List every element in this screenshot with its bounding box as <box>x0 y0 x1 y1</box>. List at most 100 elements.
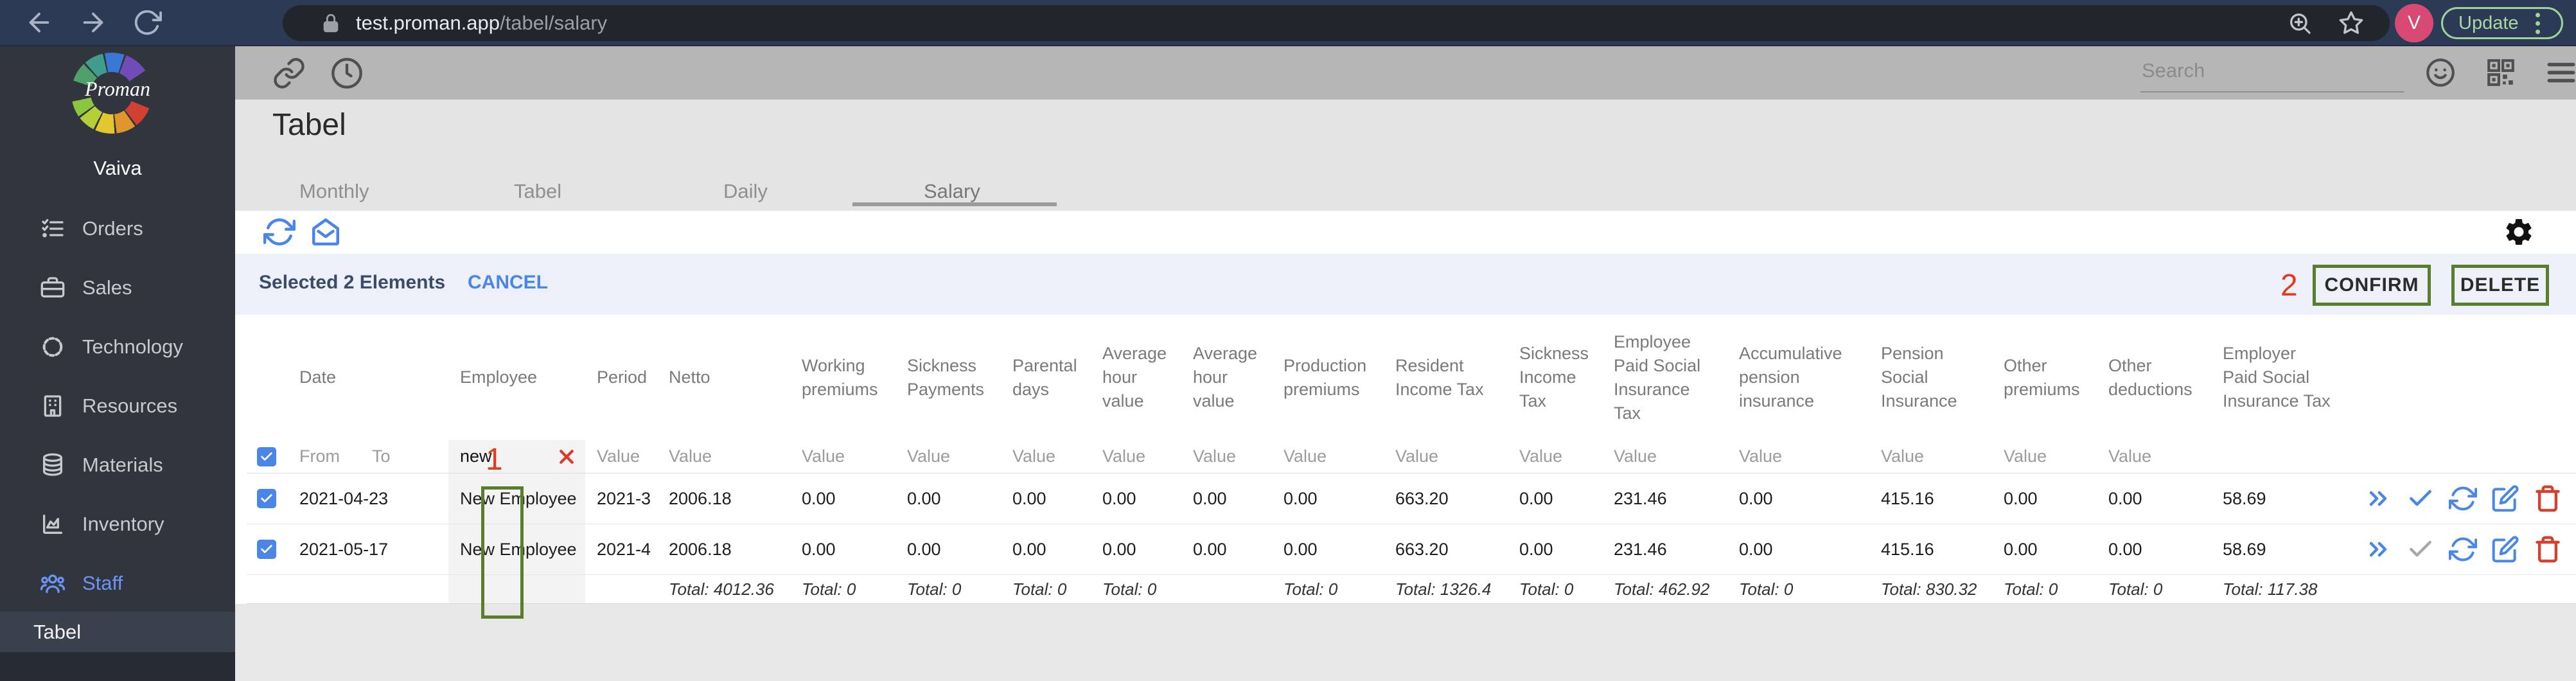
employee-filter-value[interactable]: new <box>460 447 492 466</box>
trash-icon[interactable] <box>2534 535 2562 563</box>
value-filter[interactable]: Value <box>1881 447 1925 466</box>
row-checkbox[interactable] <box>257 489 276 508</box>
sync-icon[interactable] <box>263 216 296 248</box>
value-filter[interactable]: Value <box>1012 447 1056 466</box>
col-header[interactable]: Employee Paid Social Insurance Tax <box>1614 332 1701 423</box>
value-filter[interactable]: Value <box>2004 447 2047 466</box>
address-bar[interactable]: test.proman.app/tabel/salary <box>283 5 2390 41</box>
edit-icon[interactable] <box>2491 484 2519 513</box>
col-header[interactable]: Accumulative pension insurance <box>1739 344 1842 411</box>
value-filter[interactable]: Value <box>1614 447 1657 466</box>
annotation-box-confirm: CONFIRM <box>2313 265 2431 306</box>
col-header[interactable]: Average hour value <box>1193 344 1258 411</box>
value-filter[interactable]: Value <box>1519 447 1563 466</box>
date-to-filter[interactable]: To <box>372 447 391 466</box>
col-header[interactable]: Other premiums <box>2004 355 2080 399</box>
sidebar-item-sales[interactable]: Sales <box>0 258 235 317</box>
value-filter[interactable]: Value <box>1739 447 1783 466</box>
cancel-button[interactable]: CANCEL <box>468 272 548 293</box>
col-header[interactable]: Production premiums <box>1284 355 1367 399</box>
tab-daily[interactable]: Daily <box>723 180 768 202</box>
cell-value: 58.69 <box>2223 539 2266 559</box>
filter-row: From To new Value Value Value Value Value… <box>247 440 2576 473</box>
tab-salary[interactable]: Salary <box>924 180 980 202</box>
row-checkbox[interactable] <box>257 540 276 559</box>
cell-value: 0.00 <box>802 539 836 559</box>
refresh-icon[interactable] <box>2449 484 2477 513</box>
select-all-checkbox[interactable] <box>257 447 276 466</box>
col-header[interactable]: Employer Paid Social Insurance Tax <box>2223 344 2331 411</box>
sidebar-item-staff[interactable]: Staff <box>0 554 235 613</box>
value-filter[interactable]: Value <box>669 447 712 466</box>
col-header[interactable]: Employee <box>460 367 538 387</box>
clock-icon[interactable] <box>330 57 364 90</box>
tab-monthly[interactable]: Monthly <box>299 180 369 202</box>
table-row[interactable]: 2021-04-23 New Employee 2021-3 2006.18 0… <box>247 473 2576 524</box>
sidebar-item-technology[interactable]: Technology <box>0 317 235 376</box>
sidebar-item-materials[interactable]: Materials <box>0 436 235 495</box>
database-icon <box>43 453 63 476</box>
col-header[interactable]: Sickness Payments <box>907 355 985 399</box>
date-from-filter[interactable]: From <box>299 447 340 466</box>
sidebar-subitem-tabel[interactable]: Tabel <box>0 612 235 652</box>
tab-tabel[interactable]: Tabel <box>514 180 562 202</box>
clear-filter-icon[interactable] <box>557 447 576 466</box>
col-header[interactable]: Resident Income Tax <box>1395 355 1484 399</box>
total-cell: Total: 0 <box>1739 579 1794 599</box>
cell-period: 2021-3 <box>597 488 651 508</box>
col-header[interactable]: Period <box>597 367 648 387</box>
check-icon[interactable] <box>2406 535 2435 563</box>
col-header[interactable]: Average hour value <box>1102 344 1167 411</box>
update-button[interactable]: Update <box>2441 7 2563 39</box>
table-row[interactable]: 2021-05-17 New Employee 2021-4 2006.18 0… <box>247 524 2576 575</box>
refresh-icon[interactable] <box>2449 535 2477 563</box>
search-input[interactable] <box>2140 54 2404 93</box>
chevrons-right-icon[interactable] <box>2364 535 2392 563</box>
link-icon[interactable] <box>272 57 306 90</box>
value-filter[interactable]: Value <box>1395 447 1439 466</box>
date-filter-cell[interactable]: From To <box>288 440 448 473</box>
value-filter[interactable]: Value <box>1284 447 1327 466</box>
period-filter[interactable]: Value <box>597 447 640 466</box>
chevrons-right-icon[interactable] <box>2364 484 2392 513</box>
sidebar-item-inventory[interactable]: Inventory <box>0 495 235 554</box>
avatar[interactable]: V <box>2395 4 2433 42</box>
gear-icon[interactable] <box>2503 216 2535 248</box>
value-filter[interactable]: Value <box>1193 447 1237 466</box>
value-filter[interactable]: Value <box>1102 447 1146 466</box>
smiley-icon[interactable] <box>2424 57 2457 89</box>
search-field[interactable] <box>2140 54 2404 93</box>
forward-icon[interactable] <box>78 8 108 37</box>
col-header[interactable]: Pension Social Insurance <box>1881 344 1957 411</box>
col-header[interactable]: Sickness Income Tax <box>1519 344 1589 411</box>
col-header[interactable]: Date <box>299 367 337 387</box>
edit-icon[interactable] <box>2491 535 2519 563</box>
trash-icon[interactable] <box>2534 484 2562 513</box>
zoom-in-icon[interactable] <box>2287 10 2313 36</box>
col-header[interactable]: Working premiums <box>802 355 878 399</box>
delete-button[interactable]: DELETE <box>2460 274 2541 296</box>
confirm-button[interactable]: CONFIRM <box>2324 274 2419 296</box>
table-actions-strip <box>235 211 2576 254</box>
value-filter[interactable]: Value <box>907 447 951 466</box>
total-cell: Total: 0 <box>1102 579 1157 599</box>
cell-value: 0.00 <box>1102 488 1136 508</box>
col-header[interactable]: Other deductions <box>2108 355 2192 399</box>
star-icon[interactable] <box>2338 10 2364 36</box>
col-header[interactable]: Netto <box>669 367 710 387</box>
browser-menu-icon[interactable] <box>2535 12 2540 34</box>
row-actions <box>2340 524 2576 574</box>
employee-filter-cell[interactable]: new <box>448 440 585 473</box>
mail-open-icon[interactable] <box>310 216 342 248</box>
col-header[interactable]: Parental days <box>1012 355 1077 399</box>
sidebar-item-orders[interactable]: Orders <box>0 199 235 258</box>
value-filter[interactable]: Value <box>802 447 845 466</box>
reload-icon[interactable] <box>132 8 162 37</box>
value-filter[interactable]: Value <box>2108 447 2152 466</box>
qr-grid-icon[interactable] <box>2485 57 2517 89</box>
menu-icon[interactable] <box>2545 57 2576 89</box>
cell-value: 0.00 <box>1739 488 1773 508</box>
back-icon[interactable] <box>24 8 54 37</box>
sidebar-item-resources[interactable]: Resources <box>0 376 235 436</box>
check-icon[interactable] <box>2406 484 2435 513</box>
